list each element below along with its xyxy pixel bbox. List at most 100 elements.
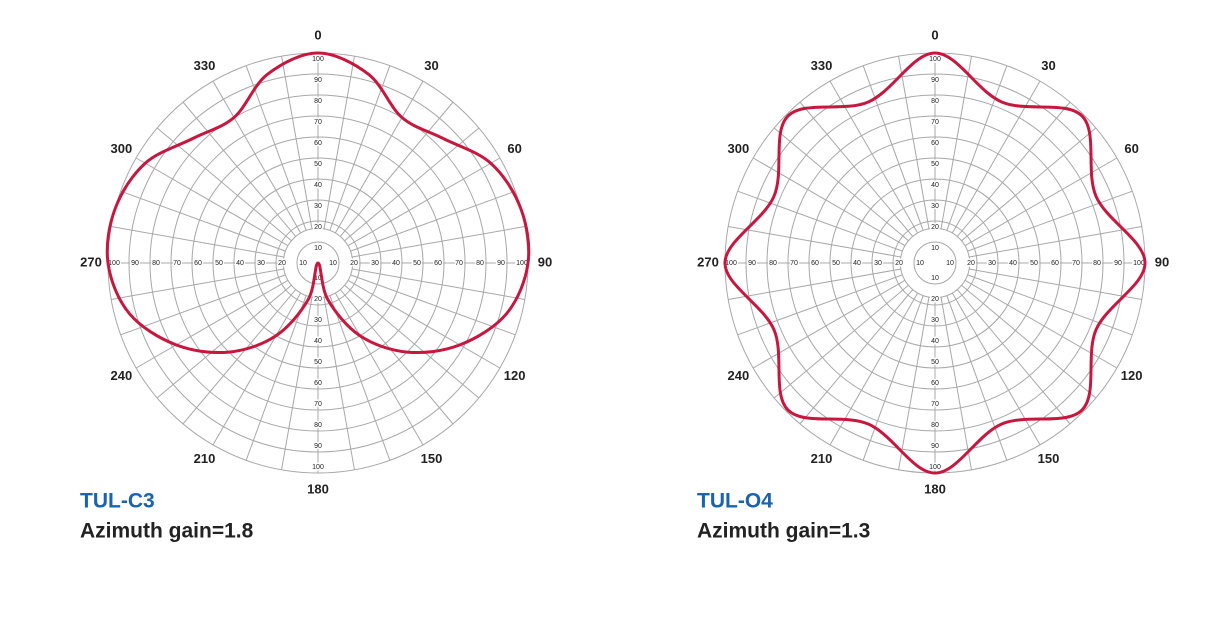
chart-subtitle: Azimuth gain=1.8	[80, 520, 254, 543]
angle-label: 180	[924, 481, 946, 496]
angle-label: 270	[80, 254, 102, 269]
angle-label: 0	[931, 27, 938, 42]
radial-label: 100	[929, 56, 941, 63]
radial-label: 90	[748, 260, 756, 267]
radial-label: 30	[931, 203, 939, 210]
minor-spoke	[339, 289, 454, 425]
radial-label: 10	[314, 245, 322, 252]
radial-label: 50	[314, 359, 322, 366]
radial-label: 20	[931, 224, 939, 231]
grid-ring	[913, 241, 957, 285]
spoke	[347, 157, 501, 247]
radial-label: 50	[931, 161, 939, 168]
angle-label: 150	[1038, 451, 1060, 466]
minor-spoke	[120, 190, 286, 252]
minor-spoke	[323, 297, 355, 470]
angle-label: 330	[194, 58, 216, 73]
minor-spoke	[862, 295, 924, 461]
minor-spoke	[898, 56, 930, 229]
radial-label: 70	[314, 119, 322, 126]
radial-label: 60	[811, 260, 819, 267]
radial-label: 100	[725, 260, 737, 267]
radial-label: 80	[769, 260, 777, 267]
minor-spoke	[969, 268, 1142, 300]
radial-label: 100	[108, 260, 120, 267]
minor-spoke	[728, 226, 901, 258]
angle-label: 330	[811, 58, 833, 73]
radial-label: 50	[314, 161, 322, 168]
radial-label: 100	[516, 260, 528, 267]
radial-label: 100	[929, 464, 941, 471]
minor-spoke	[352, 226, 525, 258]
minor-spoke	[961, 127, 1097, 242]
minor-spoke	[281, 297, 313, 470]
angle-label: 240	[728, 368, 750, 383]
radial-label: 20	[350, 260, 358, 267]
radial-label: 90	[1114, 260, 1122, 267]
radial-label: 70	[790, 260, 798, 267]
radial-label: 30	[988, 260, 996, 267]
radial-label: 30	[257, 260, 265, 267]
radial-label: 40	[392, 260, 400, 267]
angle-label: 180	[307, 481, 329, 496]
radial-label: 80	[152, 260, 160, 267]
minor-spoke	[344, 284, 480, 399]
minor-spoke	[946, 295, 1008, 461]
radial-label: 60	[314, 380, 322, 387]
minor-spoke	[967, 274, 1133, 336]
radial-label: 20	[931, 296, 939, 303]
minor-spoke	[773, 127, 909, 242]
minor-spoke	[956, 289, 1071, 425]
radial-label: 20	[314, 224, 322, 231]
radial-label: 40	[236, 260, 244, 267]
angle-label: 300	[728, 141, 750, 156]
radial-label: 50	[1030, 260, 1038, 267]
minor-spoke	[956, 101, 1071, 237]
radial-label: 80	[931, 98, 939, 105]
angle-label: 0	[314, 27, 321, 42]
minor-spoke	[111, 268, 284, 300]
radial-label: 60	[314, 140, 322, 147]
radial-label: 10	[916, 260, 924, 267]
grid-ring	[296, 241, 340, 285]
radial-label: 30	[314, 317, 322, 324]
radial-label: 90	[497, 260, 505, 267]
minor-spoke	[111, 226, 284, 258]
radial-label: 30	[314, 203, 322, 210]
radial-label: 40	[314, 338, 322, 345]
radial-label: 10	[931, 275, 939, 282]
radial-label: 10	[314, 275, 322, 282]
radial-label: 50	[215, 260, 223, 267]
minor-spoke	[120, 274, 286, 336]
minor-spoke	[156, 284, 292, 399]
radial-label: 30	[371, 260, 379, 267]
minor-spoke	[352, 268, 525, 300]
spoke	[334, 80, 424, 234]
radial-label: 70	[173, 260, 181, 267]
minor-spoke	[728, 268, 901, 300]
radial-label: 90	[931, 77, 939, 84]
spoke	[135, 157, 289, 247]
angle-label: 270	[697, 254, 719, 269]
radial-label: 70	[931, 119, 939, 126]
radial-label: 80	[931, 422, 939, 429]
pattern-line	[105, 51, 531, 355]
radial-label: 30	[874, 260, 882, 267]
angle-label: 240	[111, 368, 133, 383]
minor-spoke	[281, 56, 313, 229]
minor-spoke	[969, 226, 1142, 258]
minor-spoke	[156, 127, 292, 242]
minor-spoke	[329, 65, 391, 231]
chart-subtitle: Azimuth gain=1.3	[697, 520, 870, 543]
inner-ring	[899, 227, 971, 299]
minor-spoke	[323, 56, 355, 229]
minor-spoke	[182, 101, 297, 237]
radial-label: 10	[946, 260, 954, 267]
radial-label: 100	[312, 56, 324, 63]
angle-label: 30	[424, 58, 438, 73]
chart-title: TUL-C3	[80, 490, 155, 513]
minor-spoke	[773, 284, 909, 399]
angle-label: 30	[1041, 58, 1055, 73]
angle-label: 300	[111, 141, 133, 156]
minor-spoke	[967, 190, 1133, 252]
